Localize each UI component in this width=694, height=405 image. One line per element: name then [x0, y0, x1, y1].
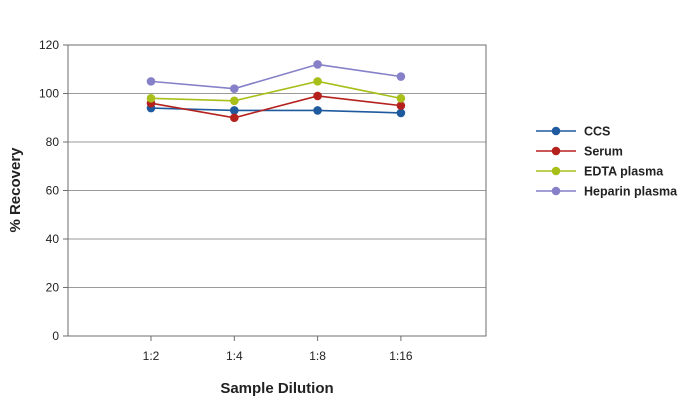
legend: CCS Serum EDTA plasma Heparin plasma	[536, 125, 678, 199]
series-line	[150, 95, 401, 119]
y-axis-ticks: 0 20 40 60 80 100 120	[39, 38, 68, 343]
series-line	[150, 80, 402, 102]
data-point	[396, 108, 406, 118]
series-edta-plasma	[146, 77, 406, 106]
legend-label: Heparin plasma	[584, 185, 678, 199]
y-tick-label: 0	[52, 329, 59, 343]
legend-marker	[551, 126, 561, 136]
y-tick-label: 20	[46, 281, 60, 295]
legend-marker	[551, 166, 561, 176]
x-axis-title: Sample Dilution	[220, 380, 333, 397]
data-point	[313, 106, 322, 115]
legend-marker	[551, 186, 561, 196]
data-point	[146, 94, 156, 103]
series-line	[150, 107, 401, 114]
x-tick-label: 1:4	[226, 349, 243, 363]
y-tick-label: 60	[46, 184, 60, 198]
y-tick-label: 120	[39, 38, 59, 52]
data-point	[313, 60, 322, 69]
data-point	[396, 72, 406, 81]
data-point	[230, 106, 239, 115]
data-point	[230, 113, 239, 123]
y-tick-label: 100	[39, 87, 59, 101]
legend-item: Serum	[536, 145, 623, 159]
y-tick-label: 80	[46, 135, 60, 149]
data-point	[313, 77, 322, 86]
data-point	[146, 77, 156, 86]
x-tick-label: 1:16	[389, 349, 413, 363]
legend-marker	[551, 146, 561, 156]
legend-item: CCS	[536, 125, 610, 139]
series-line	[150, 63, 402, 90]
series-layer	[146, 60, 406, 123]
series-heparin-plasma	[146, 60, 406, 93]
legend-label: Serum	[584, 145, 623, 159]
data-point	[230, 84, 239, 93]
legend-label: EDTA plasma	[584, 165, 664, 179]
legend-label: CCS	[584, 125, 610, 139]
y-axis-title: % Recovery	[7, 147, 24, 233]
x-tick-label: 1:8	[309, 349, 326, 363]
x-tick-label: 1:2	[143, 349, 160, 363]
gridlines	[68, 93, 486, 288]
data-point	[230, 96, 239, 106]
x-axis-ticks: 1:2 1:4 1:8 1:16	[143, 336, 413, 363]
data-point	[313, 91, 322, 101]
series-serum	[146, 91, 406, 123]
y-tick-label: 40	[46, 232, 60, 246]
series-ccs	[146, 103, 406, 118]
legend-item: Heparin plasma	[536, 185, 678, 199]
data-point	[396, 94, 406, 103]
data-point	[396, 101, 406, 110]
legend-item: EDTA plasma	[536, 165, 664, 179]
